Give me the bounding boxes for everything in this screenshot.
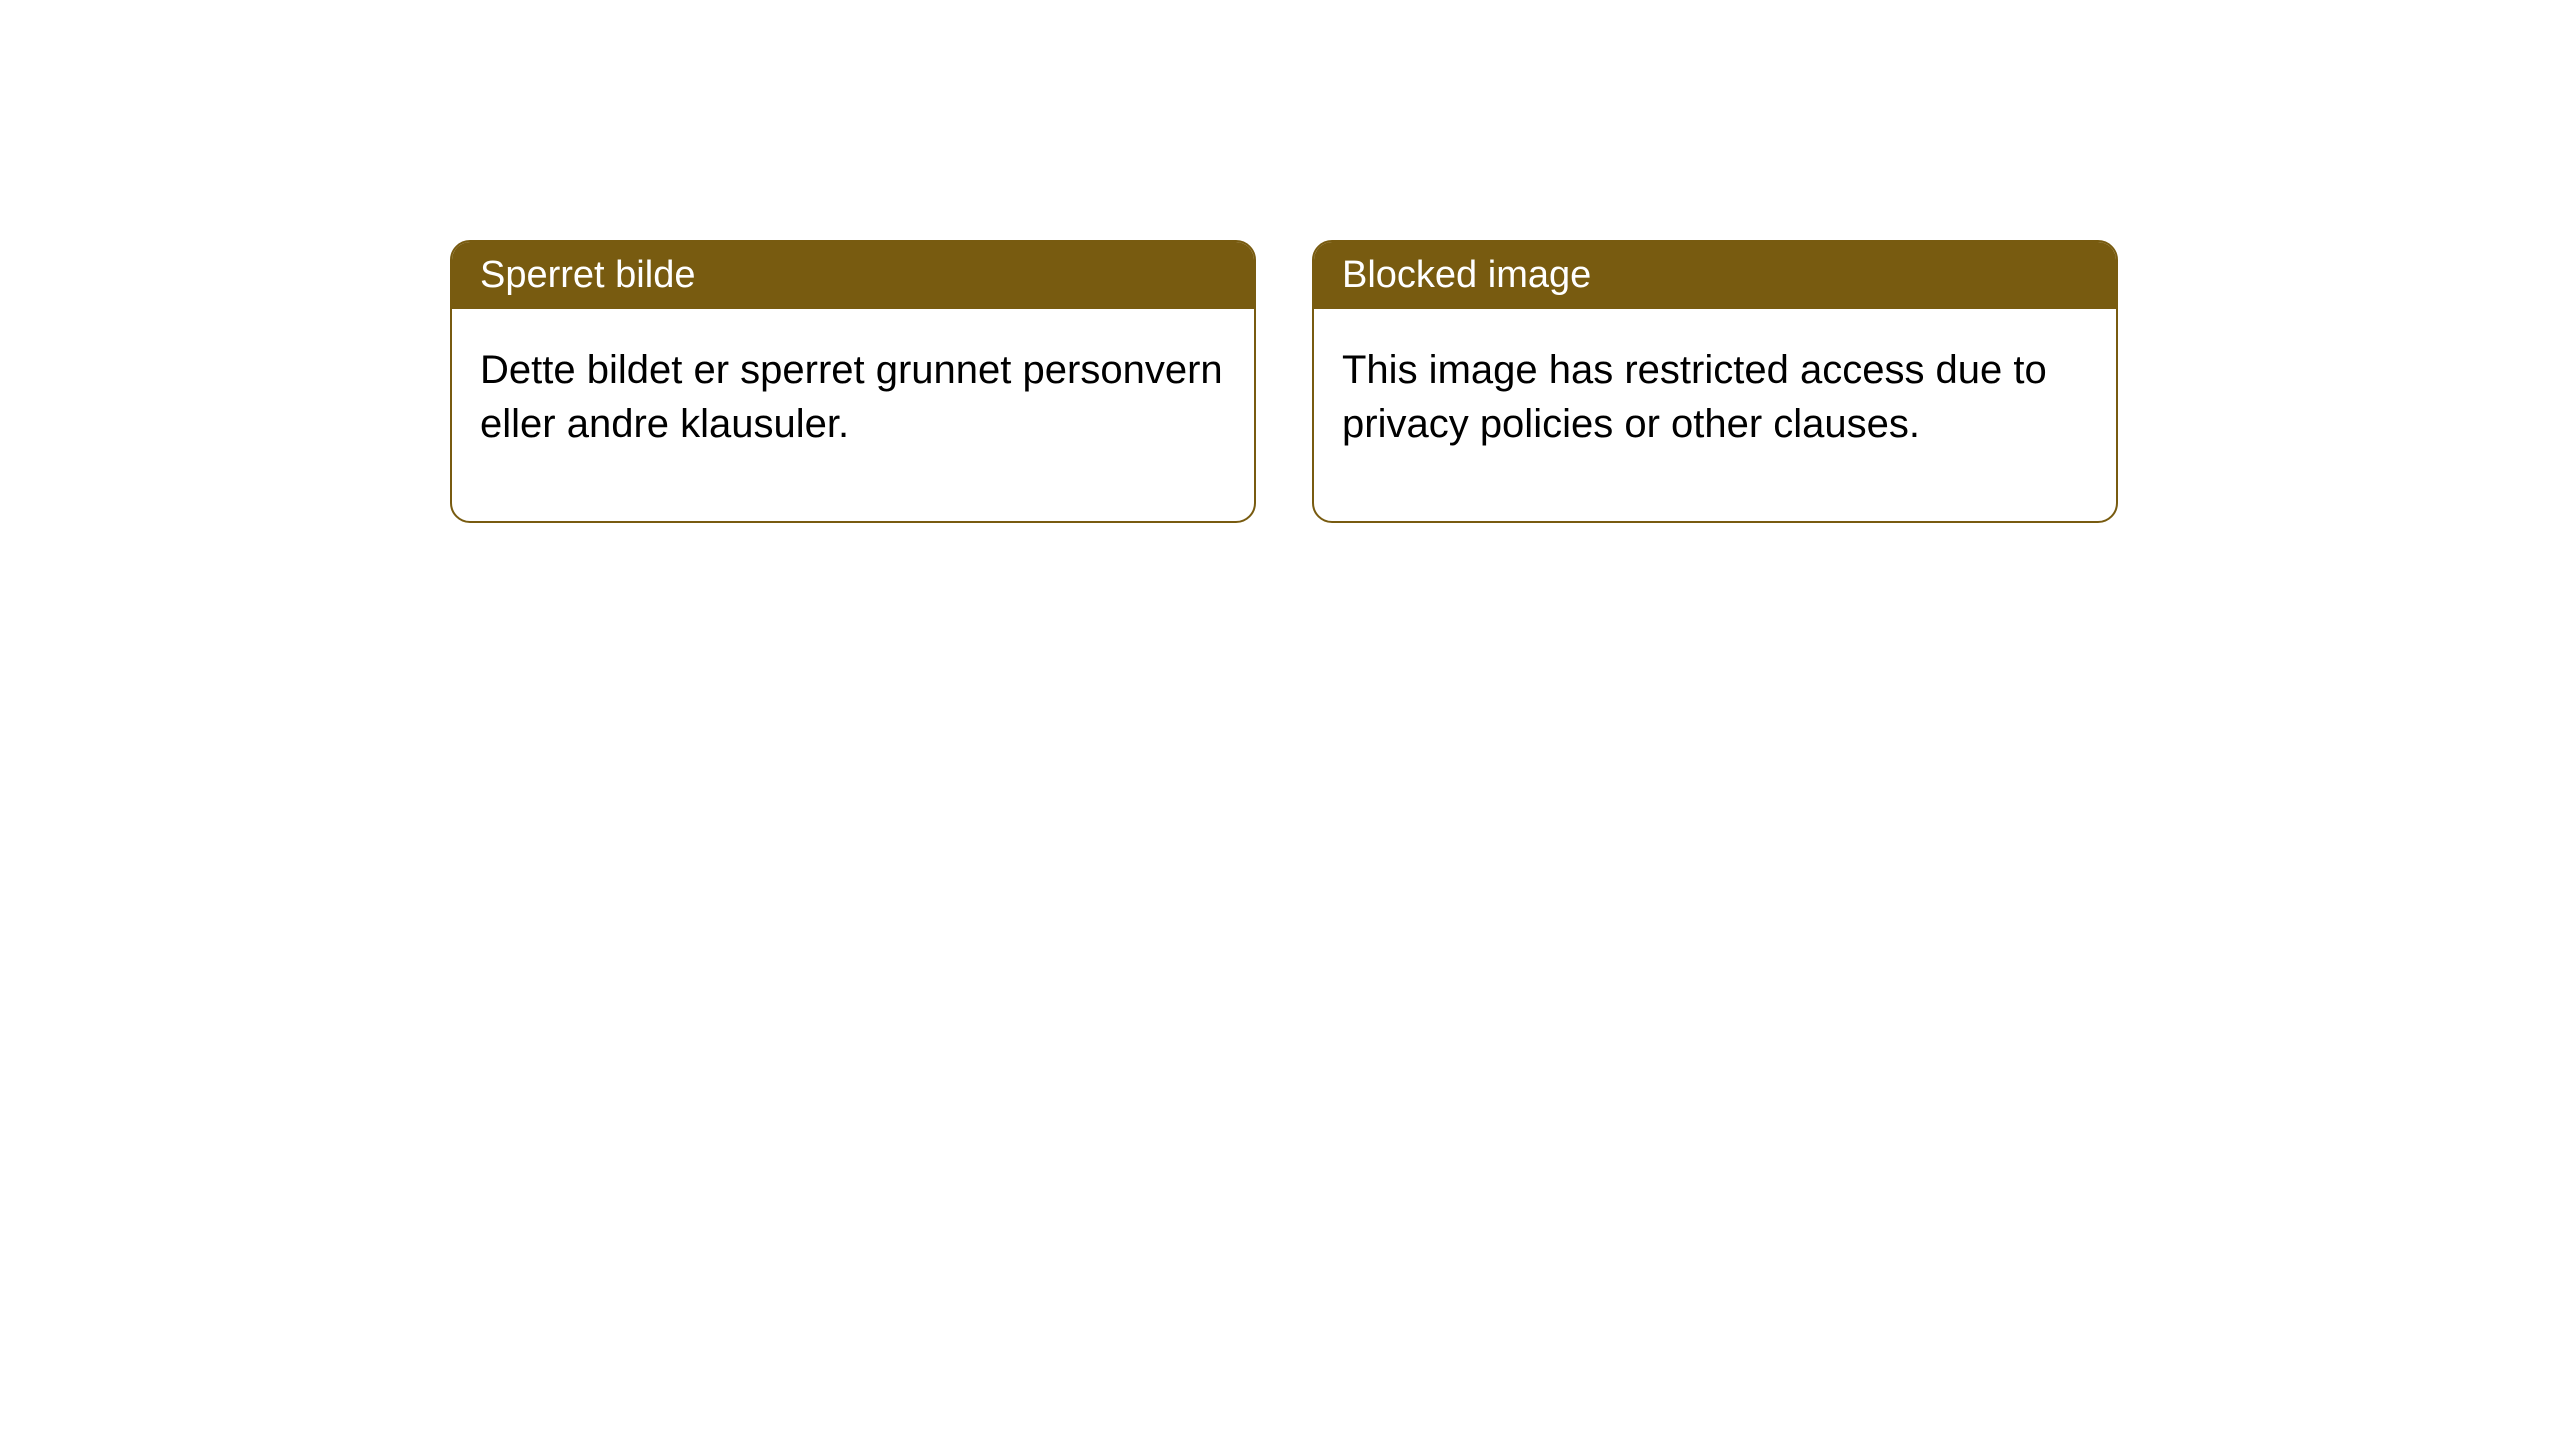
card-title: Sperret bilde (480, 254, 695, 296)
card-header: Sperret bilde (452, 242, 1254, 309)
notice-card-english: Blocked image This image has restricted … (1312, 240, 2118, 523)
notice-card-norwegian: Sperret bilde Dette bildet er sperret gr… (450, 240, 1256, 523)
card-title: Blocked image (1342, 254, 1591, 296)
card-message: This image has restricted access due to … (1342, 348, 2047, 446)
card-body: This image has restricted access due to … (1314, 309, 2116, 521)
notice-container: Sperret bilde Dette bildet er sperret gr… (450, 240, 2118, 523)
card-header: Blocked image (1314, 242, 2116, 309)
card-body: Dette bildet er sperret grunnet personve… (452, 309, 1254, 521)
card-message: Dette bildet er sperret grunnet personve… (480, 348, 1223, 446)
